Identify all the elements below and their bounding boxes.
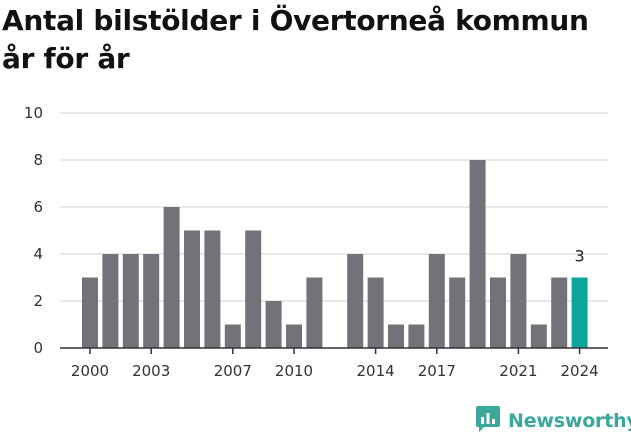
chart-title: Antal bilstölder i Övertorneå kommun år … bbox=[2, 4, 589, 75]
bar-2021 bbox=[510, 254, 527, 348]
x-axis: 2000 2003 2007 2010 2014 2017 2021 2024 bbox=[60, 347, 608, 380]
bar-2015 bbox=[388, 324, 404, 348]
newsworthy-brand: Newsworthy bbox=[474, 405, 631, 438]
bar-2004 bbox=[163, 207, 180, 348]
data-labels: 3 bbox=[575, 247, 585, 266]
bar-2020 bbox=[490, 277, 506, 348]
y-tick-label-6: 6 bbox=[33, 198, 43, 216]
y-axis-ticks: 0 2 4 6 8 10 bbox=[24, 104, 43, 357]
bar-2011 bbox=[306, 277, 323, 348]
x-tick-label-2003: 2003 bbox=[132, 362, 170, 380]
y-tick-label-4: 4 bbox=[33, 245, 43, 263]
x-tick-label-2017: 2017 bbox=[418, 362, 456, 380]
bar-2014 bbox=[367, 277, 384, 348]
bar-2003 bbox=[143, 254, 160, 348]
bar-2009 bbox=[265, 301, 282, 348]
bar-2013 bbox=[347, 254, 364, 348]
bar-2005 bbox=[184, 230, 200, 348]
x-tick-label-2014: 2014 bbox=[357, 362, 395, 380]
y-tick-label-10: 10 bbox=[24, 104, 43, 122]
bar-2017 bbox=[428, 254, 445, 348]
bar-2007 bbox=[224, 324, 241, 348]
bars bbox=[82, 160, 588, 348]
x-tick-label-2007: 2007 bbox=[214, 362, 252, 380]
data-label-2024: 3 bbox=[575, 247, 585, 266]
x-tick-label-2000: 2000 bbox=[71, 362, 109, 380]
y-tick-label-8: 8 bbox=[33, 151, 43, 169]
bar-2000 bbox=[82, 277, 98, 348]
y-tick-label-2: 2 bbox=[33, 292, 43, 310]
bar-2002 bbox=[122, 254, 139, 348]
bar-2010 bbox=[286, 324, 302, 348]
x-tick-label-2024: 2024 bbox=[561, 362, 599, 380]
bar-2022 bbox=[530, 324, 547, 348]
x-tick-label-2021: 2021 bbox=[499, 362, 537, 380]
bar-chart: 0 2 4 6 8 10 2000 2003 2007 2010 2014 2017 2021 2024… bbox=[24, 104, 608, 380]
x-tick-label-2010: 2010 bbox=[275, 362, 313, 380]
bar-2001 bbox=[102, 254, 119, 348]
bar-2018 bbox=[449, 277, 466, 348]
bar-2023 bbox=[551, 277, 568, 348]
bar-2006 bbox=[204, 230, 221, 348]
bar-2008 bbox=[245, 230, 262, 348]
y-tick-label-0: 0 bbox=[33, 339, 43, 357]
bar-2016 bbox=[408, 324, 425, 348]
bar-2019 bbox=[469, 160, 486, 348]
brand-name: Newsworthy bbox=[508, 410, 631, 432]
newsworthy-logo-icon bbox=[474, 405, 502, 438]
bar-2024 bbox=[571, 277, 588, 348]
